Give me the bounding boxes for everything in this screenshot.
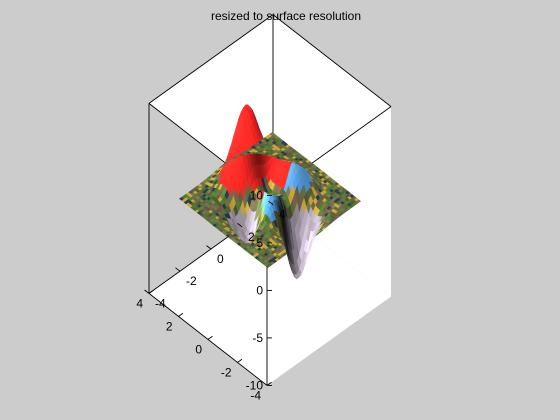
tick-mark — [266, 381, 272, 386]
tick-mark — [237, 223, 243, 228]
axes-box-edge — [148, 14, 274, 104]
axes-box-edge — [272, 14, 392, 107]
y-tick-label: 2 — [248, 230, 255, 244]
y-tick-label: -2 — [186, 274, 197, 288]
tick-mark — [206, 245, 212, 250]
tick-mark — [144, 289, 150, 294]
chart-title: resized to surface resolution — [211, 9, 361, 23]
y-tick-label: 4 — [279, 208, 286, 222]
z-tick-label: -5 — [252, 331, 263, 345]
y-tick-label: -4 — [155, 296, 166, 310]
tick-mark — [207, 335, 213, 340]
surface-patch — [269, 131, 275, 136]
x-tick-label: -4 — [250, 388, 261, 402]
x-tick-label: 4 — [136, 296, 143, 310]
z-tick-label: 5 — [256, 236, 263, 250]
x-tick-label: 2 — [166, 319, 173, 333]
z-tick-label: 0 — [256, 283, 263, 297]
tick-mark — [268, 200, 274, 205]
x-tick-label: 0 — [195, 342, 202, 356]
tick-mark — [237, 358, 243, 363]
x-tick-label: -2 — [221, 365, 232, 379]
y-tick-label: 0 — [217, 252, 224, 266]
tick-mark — [178, 312, 184, 317]
z-tick-label: 10 — [250, 188, 264, 202]
tick-mark — [175, 267, 181, 272]
tick-mark — [148, 289, 154, 294]
z-tick-label: -10 — [246, 378, 264, 392]
